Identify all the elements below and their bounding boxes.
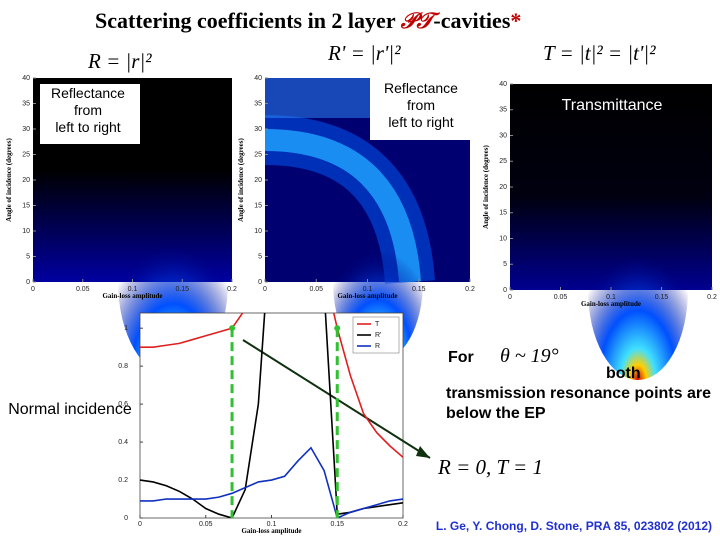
x-tick-label: 0.15	[655, 294, 669, 301]
resonance-point	[334, 325, 341, 332]
y-tick-label: 15	[22, 202, 30, 209]
math: θ ~ 19°	[500, 345, 559, 367]
math: R = 0, T = 1	[437, 455, 543, 479]
y-tick-label: 40	[254, 75, 262, 82]
y-tick-label: 35	[254, 100, 262, 107]
y-tick-label: 35	[499, 107, 507, 114]
x-axis-label: Gain-loss amplitude	[581, 300, 641, 308]
y-tick-label: 5	[258, 253, 262, 260]
y-tick-label: 25	[22, 151, 30, 158]
note-box: both transmission resonance points are b…	[446, 365, 711, 422]
panel-label-line: Reflectance	[51, 85, 125, 101]
x-tick-label: 0.2	[398, 521, 408, 528]
x-tick-label: 0	[138, 521, 142, 528]
x-axis-label: Gain-loss amplitude	[102, 292, 162, 300]
arrow-head	[416, 446, 430, 458]
panel-label-line: from	[74, 102, 102, 118]
panel-label-line: Reflectance	[384, 80, 458, 96]
x-axis-label: Gain-loss amplitude	[241, 527, 301, 535]
plot-area	[140, 313, 403, 518]
y-tick-label: 40	[499, 81, 507, 88]
y-tick-label: 10	[22, 228, 30, 235]
x-tick-label: 0.15	[175, 286, 189, 293]
y-axis-label: Angle of incidence (degrees)	[237, 138, 245, 222]
x-tick-label: 0.05	[554, 294, 568, 301]
y-tick-label: 0.4	[118, 439, 128, 446]
panel-label-line: left to right	[388, 114, 453, 130]
resonance-point	[229, 325, 236, 332]
y-tick-label: 0.8	[118, 363, 128, 370]
y-tick-label: 20	[254, 177, 262, 184]
y-tick-label: 0	[124, 515, 128, 522]
title: Scattering coefficients in 2 layer 𝒫𝒯-ca…	[95, 8, 521, 33]
y-tick-label: 10	[254, 228, 262, 235]
x-tick-label: 0.1	[128, 286, 138, 293]
note: both transmission resonance points are b…	[446, 365, 711, 422]
x-tick-label: 0.1	[363, 286, 373, 293]
series-line	[140, 313, 403, 458]
legend-label: R'	[375, 332, 381, 339]
panel-label-line: from	[407, 97, 435, 113]
x-tick-label: 0.1	[606, 294, 616, 301]
y-tick-label: 0	[503, 287, 507, 294]
y-tick-label: 0	[26, 279, 30, 286]
x-tick-label: 0.05	[199, 521, 213, 528]
y-tick-label: 40	[22, 75, 30, 82]
x-tick-label: 0	[31, 286, 35, 293]
panel-label: Reflectance from left to right	[51, 85, 125, 135]
y-tick-label: 20	[22, 177, 30, 184]
x-tick-label: 0.1	[267, 521, 277, 528]
legend-label: T	[375, 321, 380, 328]
y-tick-label: 30	[22, 126, 30, 133]
y-tick-label: 10	[499, 235, 507, 242]
x-tick-label: 0.15	[330, 521, 344, 528]
y-tick-label: 0.2	[118, 477, 128, 484]
x-axis-label: Gain-loss amplitude	[337, 292, 397, 300]
x-tick-label: 0.2	[227, 286, 237, 293]
x-tick-label: 0.05	[309, 286, 323, 293]
note: For	[448, 349, 474, 366]
y-tick-label: 30	[499, 132, 507, 139]
citation: L. Ge, Y. Chong, D. Stone, PRA 85, 02380…	[436, 519, 712, 533]
y-tick-label: 20	[499, 184, 507, 191]
note: Normal incidence	[8, 401, 132, 418]
y-tick-label: 5	[26, 253, 30, 260]
y-tick-label: 35	[22, 100, 30, 107]
panel-label-line: left to right	[55, 119, 120, 135]
y-tick-label: 5	[503, 261, 507, 268]
y-axis-label: Angle of incidence (degrees)	[482, 145, 490, 229]
y-tick-label: 1	[124, 325, 128, 332]
formula: T = |t|² = |t'|²	[543, 41, 656, 65]
y-tick-label: 15	[254, 202, 262, 209]
x-tick-label: 0	[263, 286, 267, 293]
legend-label: R	[375, 343, 380, 350]
x-tick-label: 0.2	[707, 294, 717, 301]
y-tick-label: 15	[499, 210, 507, 217]
x-tick-label: 0.05	[76, 286, 90, 293]
formula: R = |r|²	[87, 49, 152, 73]
panel-label: Transmittance	[562, 97, 663, 114]
x-tick-label: 0.2	[465, 286, 475, 293]
y-tick-label: 0.6	[118, 401, 128, 408]
series-line	[140, 446, 403, 518]
x-tick-label: 0.15	[412, 286, 426, 293]
y-tick-label: 25	[499, 158, 507, 165]
y-tick-label: 30	[254, 126, 262, 133]
panel-label: Reflectance from left to right	[384, 80, 458, 130]
x-tick-label: 0	[508, 294, 512, 301]
y-tick-label: 25	[254, 151, 262, 158]
y-tick-label: 0	[258, 279, 262, 286]
formula: R' = |r'|²	[327, 41, 401, 65]
y-axis-label: Angle of incidence (degrees)	[5, 138, 13, 222]
